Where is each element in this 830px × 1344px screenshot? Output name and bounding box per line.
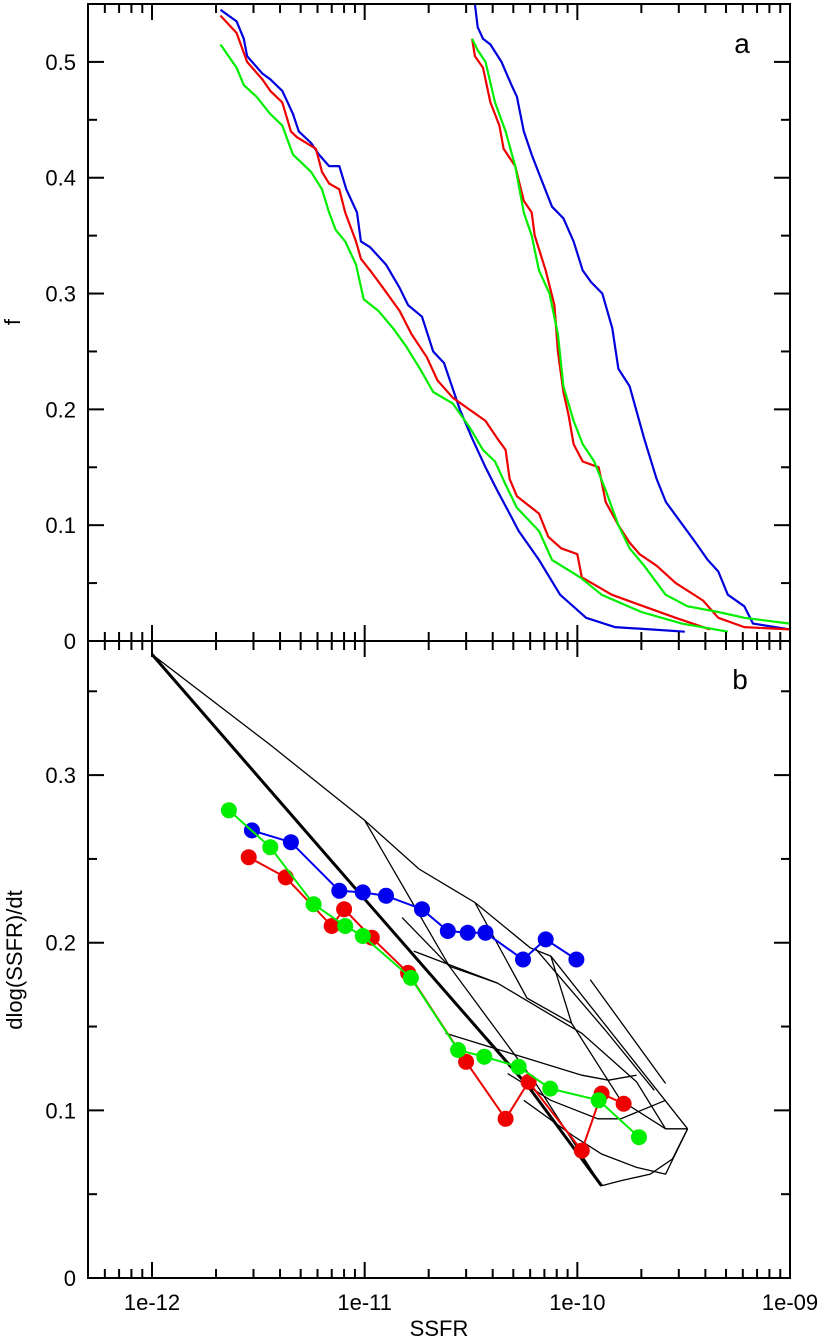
b-x-tick-label: 1e-10 [549,1290,605,1315]
panel-b-data-point [537,931,554,948]
panel-a-y-axis-label: f [0,318,25,325]
b-x-tick-label: 1e-12 [124,1290,180,1315]
panel-b-data-point [542,1080,559,1097]
a-y-tick-label: 0.1 [45,513,76,538]
panel-a-series [219,3,791,633]
panel-b-data-point [615,1095,632,1112]
model-grid-line [601,1128,689,1187]
b-y-tick-label: 0 [64,1266,76,1291]
panel-b-data-point [510,1058,527,1075]
panel-b-data-point [337,918,354,934]
panel-b-series-line [228,809,640,1138]
panel-b-data-point [477,924,494,941]
b-y-tick-label: 0.2 [45,931,76,956]
panel-b-data-point [439,923,456,939]
panel-b-data-point [220,802,237,819]
model-grid-line [401,917,450,967]
panel-b-data-point [262,839,279,856]
panel-a-series-line [473,3,791,631]
panel-b-series [220,802,647,1159]
panel-a-series-line [219,43,728,633]
model-grid-line [534,947,655,1091]
model-grid-line [449,965,498,984]
panel-b-data-point [402,969,419,986]
panel-b-data-point [568,951,585,968]
panel-b-data-point [331,882,348,899]
model-thick-diagonal-line [150,653,603,1187]
panel-b-data-point [573,1142,590,1159]
b-y-tick-label: 0.1 [45,1098,76,1123]
panel-b-data-point [378,887,394,904]
panel-b-data-point [277,869,294,886]
panel-a-label: a [734,28,750,59]
panel-b-data-point [459,924,476,941]
panel-a-series-line [219,8,685,633]
panel-a: 0 0.1 0.2 0.3 0.4 0.5 f a [0,3,791,654]
model-envelope-line [151,653,689,1130]
a-y-tick-label: 0.5 [45,50,76,75]
x-axis-label: SSFR [410,1316,469,1341]
a-y-tick-label: 0 [64,629,76,654]
panel-b-data-point [323,918,340,934]
model-grid-line [550,955,666,1130]
b-x-tick-label: 1e-09 [762,1290,818,1315]
model-grid-line [589,979,667,1084]
panel-b-y-axis-label: dlog(SSFR)/dt [2,890,27,1029]
panel-a-tick-labels: 0 0.1 0.2 0.3 0.4 0.5 [45,50,76,654]
panel-b-data-point [631,1129,647,1146]
b-y-tick-label: 0.3 [45,763,76,788]
panel-b-data-point [354,928,371,944]
panel-b-data-point [354,884,371,901]
panel-b-label: b [732,664,748,695]
panel-a-series-line [471,38,791,625]
panel-b-frame [87,640,791,1279]
panel-b-ticks [87,641,791,1279]
panel-b-data-point [336,901,353,918]
panel-b-data-point [497,1110,514,1127]
b-x-tick-label: 1e-11 [337,1290,392,1315]
panel-b-data-point [458,1053,475,1070]
panel-b-tick-labels: 0 0.1 0.2 0.3 1e-12 1e-11 1e-10 1e-09 [45,763,818,1315]
panel-a-series-line [219,14,711,631]
panel-b-data-point [240,849,257,866]
panel-b: 0 0.1 0.2 0.3 1e-12 1e-11 1e-10 1e-09 dlog(SSFR… [2,640,818,1341]
panel-b-data-point [414,901,430,918]
panel-b-data-point [450,1042,467,1058]
panel-b-data-point [305,896,322,913]
a-y-tick-label: 0.3 [45,282,76,307]
a-y-tick-label: 0.4 [45,166,76,191]
model-grid-line [445,1032,637,1081]
panel-b-data-point [476,1048,493,1065]
panel-b-data-point [520,1073,537,1090]
panel-a-series-line [471,38,791,631]
a-y-tick-label: 0.2 [45,397,76,422]
panel-b-data-point [590,1092,607,1109]
panel-b-model-grid [150,653,689,1187]
panel-b-data-point [282,834,299,851]
panel-b-data-point [515,951,531,968]
